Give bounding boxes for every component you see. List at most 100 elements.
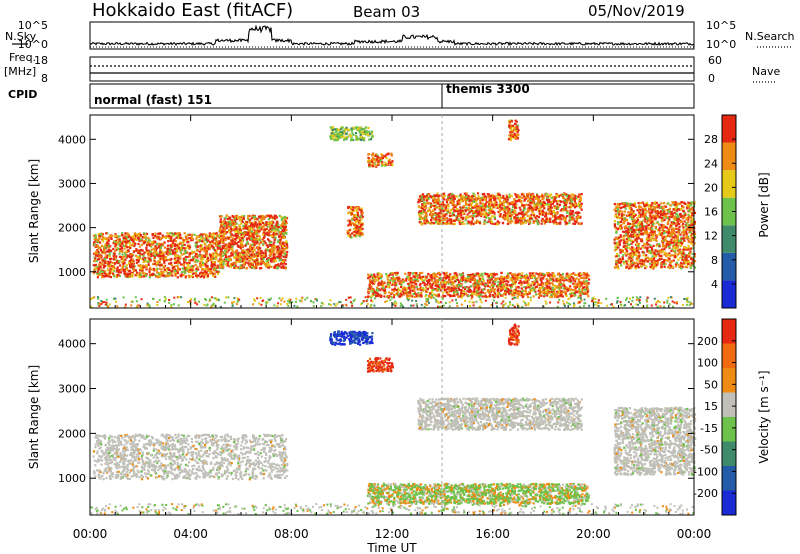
power-echo-cell [103,272,106,275]
power-echo-cell [529,286,532,289]
power-echo-cell [435,206,438,209]
power-echo-cell [587,274,590,277]
power-echo-cell [223,229,226,232]
power-echo-cell [178,232,181,235]
power-echo-cell [277,223,280,226]
power-echo-cell [465,280,468,283]
power-echo-cell [126,274,130,277]
power-echo-cell [202,237,205,240]
power-echo-cell [231,253,234,256]
power-echo-cell [243,255,246,258]
power-echo-cell [463,277,466,280]
power-echo-cell [247,229,250,232]
power-echo-cell [226,231,229,234]
power-echo-cell [136,236,139,240]
power-echo-cell [473,288,476,291]
power-echo-cell [542,289,545,293]
power-echo-cell [524,287,527,290]
power-echo-cell [129,266,132,269]
power-echo-cell [107,265,110,268]
power-echo-cell [548,285,551,288]
power-echo-cell [274,253,277,256]
power-echo-cell [548,292,551,295]
nave-tick-bottom: 0 [708,72,715,85]
power-echo-cell [234,222,237,225]
power-echo-cell [190,252,193,255]
power-echo-cell [238,260,241,263]
power-echo-cell [237,245,240,248]
power-echo-cell [184,249,187,252]
power-echo-cell [249,243,252,246]
power-echo-cell [379,273,382,276]
power-echo-cell [449,295,452,298]
power-echo-cell [125,256,128,259]
power-echo-cell [102,264,106,267]
power-echo-cell [452,285,456,288]
power-echo-cell [119,271,122,274]
freq-unit: [MHz] [4,65,36,78]
power-echo-cell [515,213,518,216]
power-echo-cell [124,258,127,261]
power-echo-cell [236,217,239,220]
power-echo-cell [136,256,139,259]
power-echo-cell [239,219,242,222]
power-echo-cell [508,292,511,295]
power-echo-cell [246,266,249,270]
power-echo-cell [143,251,146,254]
power-echo-cell [584,282,587,285]
power-echo-cell [283,226,286,229]
power-echo-cell [224,255,227,258]
power-echo-cell [160,236,163,239]
power-echo-cell [241,221,244,224]
power-echo-cell [470,275,473,278]
power-echo-cell [123,262,126,265]
power-echo-cell [530,276,533,279]
power-echo-cell [179,233,182,236]
power-echo-cell [269,253,273,256]
power-echo-cell [262,233,265,236]
power-echo-cell [359,225,362,229]
power-echo-cell [282,221,285,224]
power-echo-cell [502,277,505,280]
power-echo-cell [205,247,208,250]
power-echo-cell [219,253,222,256]
power-echo-cell [202,273,205,276]
power-echo-cell [500,285,503,288]
power-echo-cell [156,267,159,270]
power-echo-cell [153,267,156,270]
power-echo-cell [544,281,547,284]
power-echo-cell [169,246,173,249]
power-echo-cell [248,260,251,263]
power-echo-cell [276,246,279,249]
power-echo-cell [145,232,148,235]
power-echo-cell [220,247,224,251]
power-echo-cell [184,266,187,269]
power-echo-cell [188,253,191,256]
power-echo-cell [107,263,110,266]
power-echo-cell [123,247,126,250]
power-echo-cell [495,273,498,276]
power-echo-cell [399,285,403,288]
power-echo-cell [102,272,105,275]
power-echo-cell [476,272,480,275]
power-echo-cell [277,266,280,269]
power-echo-cell [246,217,250,220]
power-echo-cell [273,227,276,230]
power-echo-cell [504,286,507,289]
power-echo-cell [387,285,390,288]
power-echo-cell [228,255,231,258]
power-echo-cell [406,293,409,296]
power-echo-cell [152,263,155,266]
power-echo-cell [540,281,543,284]
power-echo-cell [563,279,566,282]
power-echo-cell [432,275,435,278]
power-echo-cell [461,294,464,297]
power-echo-cell [209,255,213,258]
power-echo-cell [155,247,158,250]
power-echo-cell [150,244,153,247]
power-echo-cell [562,214,565,217]
power-echo-cell [159,248,162,251]
power-echo-cell [160,264,163,267]
power-echo-cell [104,246,107,249]
power-echo-cell [446,276,449,279]
